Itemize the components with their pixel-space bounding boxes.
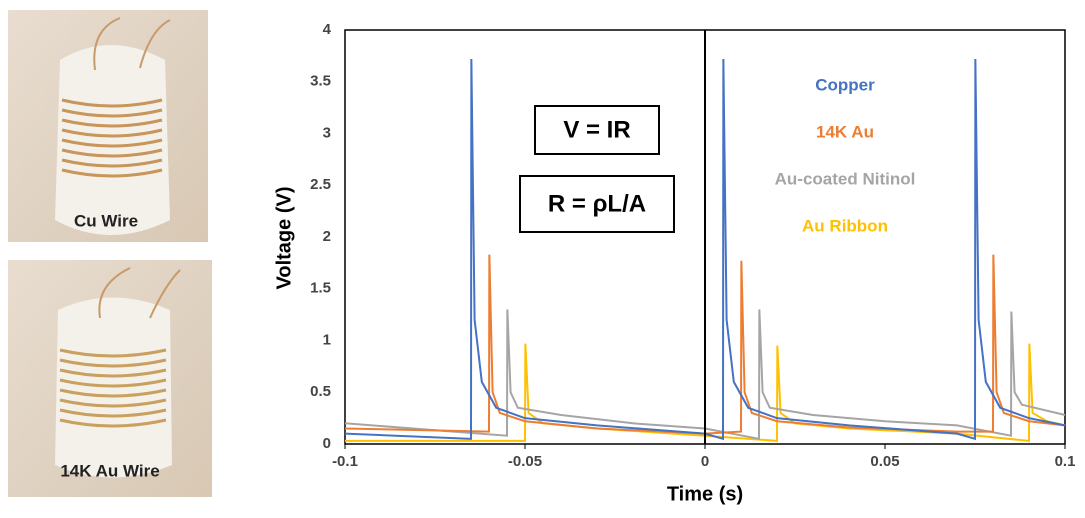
data-line xyxy=(344,309,1066,441)
x-tick-label: 0.05 xyxy=(870,453,899,470)
y-tick-label: 0.5 xyxy=(310,383,331,400)
y-tick-label: 1.5 xyxy=(310,280,331,297)
y-tick-label: 0 xyxy=(323,435,331,452)
x-tick-label: -0.1 xyxy=(332,453,358,470)
x-tick-label: 0 xyxy=(701,453,709,470)
photo-caption: 14K Au Wire xyxy=(60,461,159,480)
x-tick-label: -0.05 xyxy=(508,453,542,470)
y-tick-label: 4 xyxy=(323,21,332,38)
y-tick-label: 3 xyxy=(323,124,331,141)
y-tick-label: 2.5 xyxy=(310,176,331,193)
photo-caption: Cu Wire xyxy=(74,211,138,230)
annotation-box xyxy=(534,105,660,155)
legend-entry: Au Ribbon xyxy=(802,216,888,235)
legend-entry: Copper xyxy=(815,75,875,94)
data-line xyxy=(344,254,1066,435)
data-line xyxy=(345,343,1066,442)
photo-au: 14K Au Wire xyxy=(8,260,212,497)
annotation-box xyxy=(519,175,675,233)
data-line xyxy=(344,58,1066,441)
legend-entry: 14K Au xyxy=(816,122,874,141)
y-tick-label: 2 xyxy=(323,228,331,245)
y-tick-label: 1 xyxy=(323,331,331,348)
legend-entry: Au-coated Nitinol xyxy=(775,169,916,188)
photo-cu: Cu Wire xyxy=(8,10,208,242)
x-tick-label: 0.1 xyxy=(1055,453,1076,470)
y-tick-label: 3.5 xyxy=(310,73,331,90)
annotation: V = IR xyxy=(563,116,630,143)
y-axis-title: Voltage (V) xyxy=(273,187,295,290)
x-axis-title: Time (s) xyxy=(667,483,743,505)
annotation: R = ρL/A xyxy=(548,190,646,217)
